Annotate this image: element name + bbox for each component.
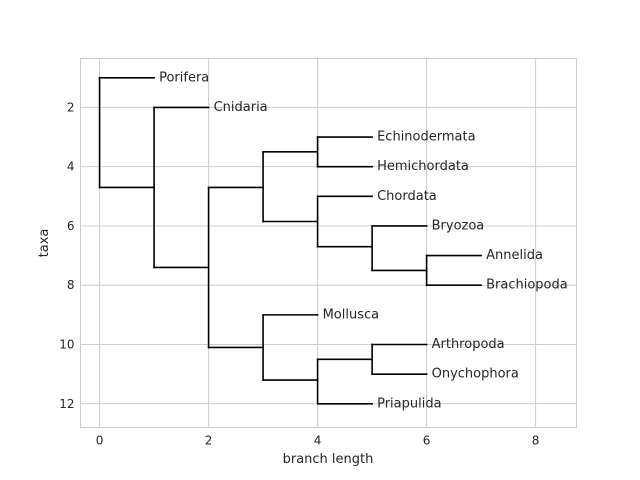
y-tick-label: 6 [67,219,75,233]
y-tick-label: 4 [67,160,75,174]
x-tick-label: 6 [423,434,431,448]
leaf-label: Priapulida [377,396,441,411]
tree-branches [98,76,482,405]
x-tick-label: 4 [314,434,322,448]
y-tick-label: 10 [59,338,74,352]
y-tick-label: 12 [59,397,74,411]
leaf-label: Bryozoa [432,218,485,233]
y-tick-label: 2 [67,100,75,114]
leaf-label: Brachiopoda [486,278,568,293]
x-axis-label: branch length [283,452,374,467]
leaf-labels: Porifera Cnidaria Echinodermata Hemichordat… [159,70,568,411]
leaf-label: Cnidaria [214,100,268,115]
x-tick-label: 8 [532,434,540,448]
leaf-label: Hemichordata [377,159,469,174]
leaf-label: Mollusca [323,307,380,322]
x-tick-label: 0 [96,434,104,448]
leaf-label: Arthropoda [432,337,505,352]
leaf-label: Echinodermata [377,130,475,145]
leaf-label: Onychophora [432,367,519,382]
leaf-label: Chordata [377,189,437,204]
y-tick-labels: 2 4 6 8 10 12 [59,100,74,410]
leaf-label: Annelida [486,248,543,263]
y-axis-label: taxa [37,229,52,258]
leaf-label: Porifera [159,70,209,85]
plot-frame [80,58,577,428]
x-tick-labels: 0 2 4 6 8 [96,434,540,448]
x-tick-label: 2 [205,434,213,448]
y-tick-label: 8 [67,278,75,292]
